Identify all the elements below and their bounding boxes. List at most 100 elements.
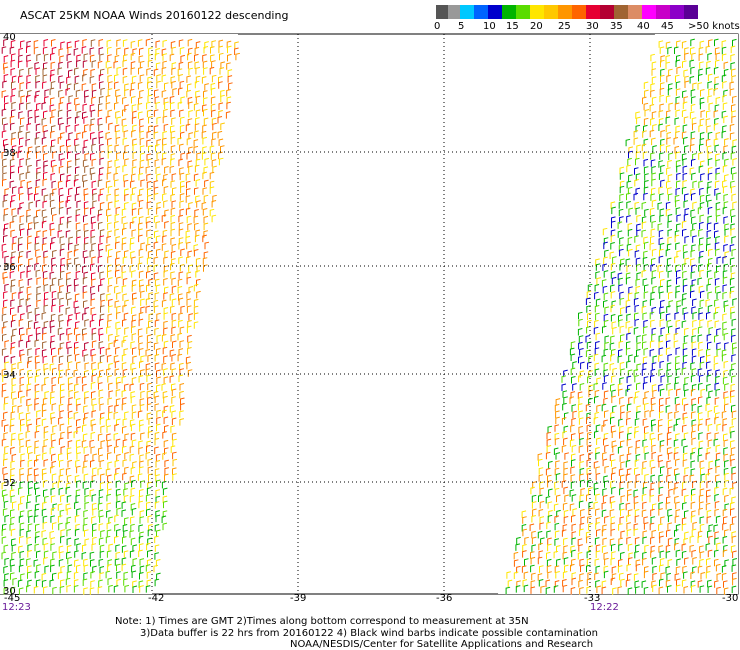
wind-barb xyxy=(113,411,119,420)
wind-barb xyxy=(723,201,729,209)
wind-barb xyxy=(562,502,568,511)
wind-barb xyxy=(163,416,169,424)
wind-barb xyxy=(50,465,55,474)
wind-barb xyxy=(41,188,47,196)
wind-barb xyxy=(99,157,105,166)
wind-barb xyxy=(523,584,529,593)
wind-barb xyxy=(59,200,64,209)
wind-barb xyxy=(650,319,655,328)
wind-barb xyxy=(74,391,79,399)
wind-barb xyxy=(179,410,184,418)
wind-barb xyxy=(34,236,40,244)
wind-barb xyxy=(10,474,15,482)
wind-barb xyxy=(714,117,719,126)
wind-barb xyxy=(146,487,152,495)
wind-barb xyxy=(59,81,65,89)
wind-barb xyxy=(154,159,160,167)
wind-barb xyxy=(657,433,663,441)
wind-barb xyxy=(588,501,594,509)
wind-barb xyxy=(106,433,111,441)
wind-barb xyxy=(73,579,79,587)
wind-barb xyxy=(681,40,687,49)
wind-barb xyxy=(705,418,711,426)
wind-barb xyxy=(107,313,113,321)
wind-barb xyxy=(83,193,89,201)
wind-barb xyxy=(179,124,185,133)
wind-barb xyxy=(713,66,719,75)
wind-barb xyxy=(634,318,640,327)
wind-barb xyxy=(51,453,56,462)
wind-barb xyxy=(674,312,680,320)
wind-barb xyxy=(681,131,687,139)
wind-barb xyxy=(9,158,15,167)
wind-barb xyxy=(699,299,705,307)
wind-barb xyxy=(90,446,96,454)
wind-barb xyxy=(75,494,81,503)
wind-barb xyxy=(651,276,656,285)
wind-barb xyxy=(122,227,127,236)
wind-barb xyxy=(194,46,200,55)
wind-barb xyxy=(123,173,128,182)
wind-barb xyxy=(666,369,672,377)
wind-barb xyxy=(660,278,665,287)
wind-barb xyxy=(659,144,665,152)
wind-barb xyxy=(156,206,161,215)
wind-barb xyxy=(131,564,136,573)
wind-barb xyxy=(172,467,177,475)
wind-barb xyxy=(692,180,698,189)
wind-barb xyxy=(75,459,80,468)
wind-barb xyxy=(83,517,89,525)
wind-barb xyxy=(682,158,688,166)
wind-barb xyxy=(707,81,713,89)
wind-barb xyxy=(50,242,55,250)
wind-barb xyxy=(682,284,688,293)
wind-barb xyxy=(730,152,736,160)
wind-barb xyxy=(625,388,631,397)
wind-barb xyxy=(3,587,9,595)
wind-barb xyxy=(633,501,639,510)
wind-barb xyxy=(18,564,24,573)
wind-barb xyxy=(547,480,552,488)
wind-barb xyxy=(82,265,87,273)
wind-barb xyxy=(76,403,81,412)
wind-barb xyxy=(34,221,39,230)
wind-barb xyxy=(706,348,711,357)
wind-barb xyxy=(11,242,17,250)
wind-barb xyxy=(60,270,65,279)
wind-barb xyxy=(188,313,194,321)
wind-barb xyxy=(147,94,153,102)
wind-barb xyxy=(209,66,215,75)
wind-barb xyxy=(138,111,143,119)
wind-barb xyxy=(642,356,648,364)
wind-barb xyxy=(572,410,578,419)
wind-barb xyxy=(634,537,640,545)
wind-barb xyxy=(66,474,72,483)
wind-barb xyxy=(147,250,153,258)
wind-barb xyxy=(41,209,47,217)
wind-barb xyxy=(642,256,648,265)
wind-barb xyxy=(153,564,159,573)
wind-barb xyxy=(676,66,682,74)
wind-barb xyxy=(706,60,711,69)
wind-barb xyxy=(722,313,727,321)
wind-barb xyxy=(698,255,704,264)
wind-barb xyxy=(19,82,25,90)
wind-barb xyxy=(666,529,671,537)
wind-barb xyxy=(17,243,23,251)
wind-barb xyxy=(682,307,688,315)
wind-barb xyxy=(11,538,16,546)
wind-barb xyxy=(634,235,639,243)
wind-barb xyxy=(154,395,160,403)
wind-barb xyxy=(114,221,119,229)
wind-barb xyxy=(684,47,689,55)
wind-barb xyxy=(706,354,711,363)
wind-barb xyxy=(17,150,23,158)
wind-barb xyxy=(635,157,640,166)
wind-barb xyxy=(178,293,183,301)
wind-barb xyxy=(660,311,665,320)
wind-barb xyxy=(706,558,711,566)
wind-barb xyxy=(690,515,696,523)
wind-barb xyxy=(172,187,177,195)
wind-barb xyxy=(691,549,697,558)
wind-barb xyxy=(3,299,8,307)
